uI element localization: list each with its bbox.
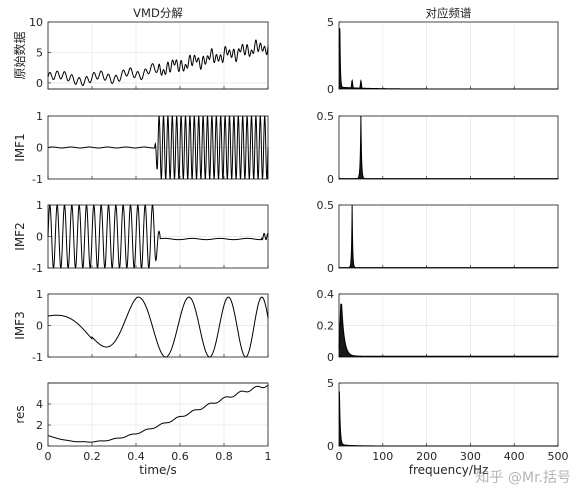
y-tick-label: 5 xyxy=(36,46,43,59)
y-tick-label: 0 xyxy=(36,440,43,453)
y-tick-label: 0 xyxy=(327,83,334,96)
series-line-left-3 xyxy=(47,204,269,269)
y-tick-label: -1 xyxy=(32,262,43,275)
y-tick-label: 0 xyxy=(327,262,334,275)
series-line-right-4 xyxy=(338,303,558,357)
y-axis-label-left-5: res xyxy=(13,405,27,423)
axes-border-left-1 xyxy=(47,21,269,90)
panel-title-right-1: 对应频谱 xyxy=(426,6,472,20)
y-axis-label-left-3: IMF2 xyxy=(13,222,27,250)
y-axis-label-left-1: 原始数据 xyxy=(12,31,27,79)
axes-frame-right-2 xyxy=(338,115,559,180)
y-tick-label: -1 xyxy=(32,173,43,186)
y-tick-label: 10 xyxy=(29,16,43,29)
series-line-left-2 xyxy=(47,115,269,180)
x-tick-label: 400 xyxy=(504,450,525,463)
x-axis-label-left-5: time/s xyxy=(139,463,176,477)
x-axis-label-right-5: frequency/Hz xyxy=(409,463,489,477)
y-tick-label: 0 xyxy=(36,142,43,155)
y-axis-label-left-4: IMF3 xyxy=(13,311,27,339)
y-tick-label: 0 xyxy=(36,231,43,244)
x-tick-label: 100 xyxy=(372,450,393,463)
series-line-right-3 xyxy=(339,204,558,269)
x-tick-label: 0.4 xyxy=(127,450,145,463)
axes-border-left-4 xyxy=(47,293,269,358)
axes-border-left-5 xyxy=(47,382,269,447)
y-tick-label: 1 xyxy=(36,288,43,301)
x-tick-label: 0 xyxy=(336,450,343,463)
y-tick-label: 5 xyxy=(327,16,334,29)
series-line-right-5 xyxy=(338,391,558,447)
x-tick-label: 0 xyxy=(45,450,52,463)
y-tick-label: 1 xyxy=(36,110,43,123)
series-line-right-2 xyxy=(339,115,558,180)
y-tick-label: 2 xyxy=(36,419,43,432)
y-tick-label: 5 xyxy=(327,377,334,390)
y-axis-label-left-2: IMF1 xyxy=(13,133,27,161)
y-tick-label: 4 xyxy=(36,398,43,411)
y-tick-label: 0.2 xyxy=(317,320,335,333)
x-tick-label: 0.8 xyxy=(215,450,233,463)
y-tick-label: 0 xyxy=(327,173,334,186)
series-line-left-1 xyxy=(47,39,269,87)
y-tick-label: 0.5 xyxy=(317,199,335,212)
x-tick-label: 300 xyxy=(460,450,481,463)
y-tick-label: 0 xyxy=(327,351,334,364)
y-tick-label: 0.4 xyxy=(317,288,335,301)
axes-frame-right-1 xyxy=(338,21,559,90)
watermark-text: 知乎 @Mr.括号 xyxy=(475,470,571,486)
axes-frame-left-5 xyxy=(47,382,269,447)
x-tick-label: 1 xyxy=(265,450,272,463)
y-tick-label: 0 xyxy=(36,320,43,333)
y-tick-label: 1 xyxy=(36,199,43,212)
y-tick-label: -1 xyxy=(32,351,43,364)
series-line-left-5 xyxy=(47,384,269,443)
x-tick-label: 0.6 xyxy=(171,450,189,463)
y-tick-label: 0.5 xyxy=(317,110,335,123)
series-line-left-4 xyxy=(47,296,269,358)
y-tick-label: 0 xyxy=(327,440,334,453)
x-tick-label: 500 xyxy=(548,450,569,463)
x-tick-label: 200 xyxy=(416,450,437,463)
axes-frame-right-3 xyxy=(338,204,559,269)
y-tick-label: 0 xyxy=(36,77,43,90)
panel-title-left-1: VMD分解 xyxy=(133,6,183,20)
series-line-right-1 xyxy=(339,28,558,90)
x-tick-label: 0.2 xyxy=(83,450,101,463)
axes-frame-right-5 xyxy=(338,382,559,447)
